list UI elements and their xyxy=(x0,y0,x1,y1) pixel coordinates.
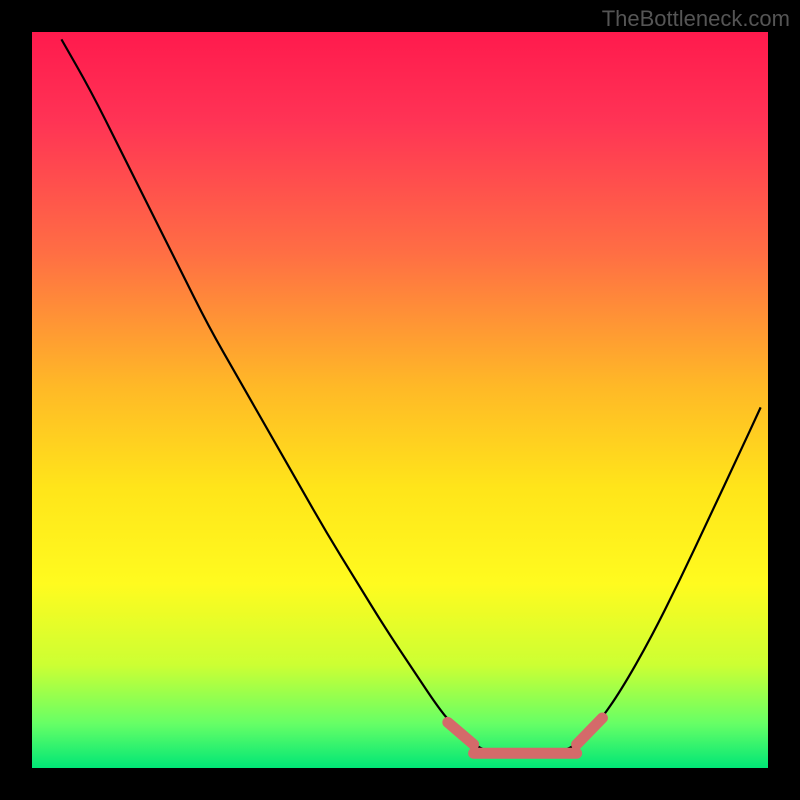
chart-background xyxy=(32,32,768,768)
watermark-text: TheBottleneck.com xyxy=(602,6,790,32)
chart-svg xyxy=(0,0,800,800)
bottleneck-chart xyxy=(0,0,800,800)
